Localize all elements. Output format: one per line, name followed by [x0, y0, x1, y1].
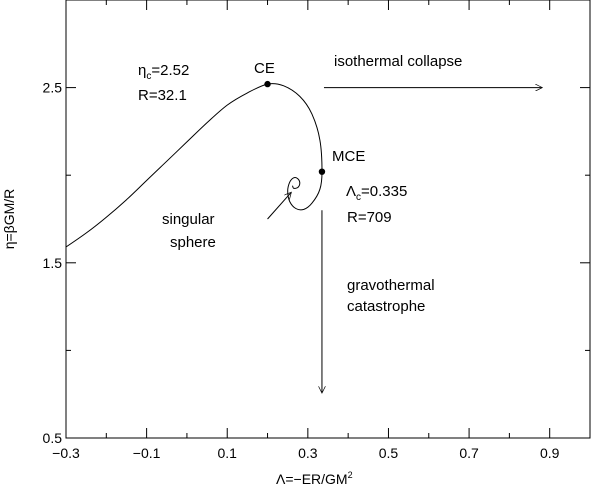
singular-label: singular [162, 211, 215, 228]
y-axis-title: η=βGM/R [1, 189, 17, 250]
point-mce [318, 168, 326, 175]
x-axis-title: Λ=−ER/GM2 [276, 470, 353, 486]
x-tick-label: 0.3 [298, 445, 318, 461]
ce-label: CE [254, 60, 275, 77]
isothermal-label: isothermal collapse [334, 53, 462, 70]
catastrophe-label: catastrophe [347, 298, 425, 315]
data-series-line [65, 83, 323, 248]
y-tick-label: 2.5 [43, 80, 63, 96]
markers [264, 80, 326, 175]
mce-label: MCE [332, 148, 365, 165]
singular-arrow [267, 193, 291, 220]
r-ce-label: R=32.1 [138, 87, 187, 104]
x-tick-label: 0.1 [217, 445, 237, 461]
x-tick-label: 0.7 [459, 445, 479, 461]
y-tick-label: 0.5 [43, 430, 63, 446]
point-ce [264, 80, 271, 88]
x-tick-label: −0.1 [133, 445, 161, 461]
sphere-label: sphere [170, 234, 216, 251]
arrows [267, 88, 542, 393]
y-tick-label: 1.5 [43, 255, 63, 271]
r-mce-label: R=709 [347, 209, 392, 226]
tick-labels: −0.3 −0.1 0.1 0.3 0.5 0.7 0.9 0.5 1.5 2.5 [43, 80, 560, 461]
eta-c-label: ηc=2.52 [138, 62, 189, 82]
lambda-c-label: Λc=0.335 [346, 183, 407, 203]
x-tick-label: −0.3 [52, 445, 80, 461]
x-tick-label: 0.5 [379, 445, 399, 461]
x-tick-label: 0.9 [540, 445, 560, 461]
plot-frame [65, 0, 591, 439]
gravothermal-label: gravothermal [347, 277, 435, 294]
ticks [65, 0, 590, 439]
